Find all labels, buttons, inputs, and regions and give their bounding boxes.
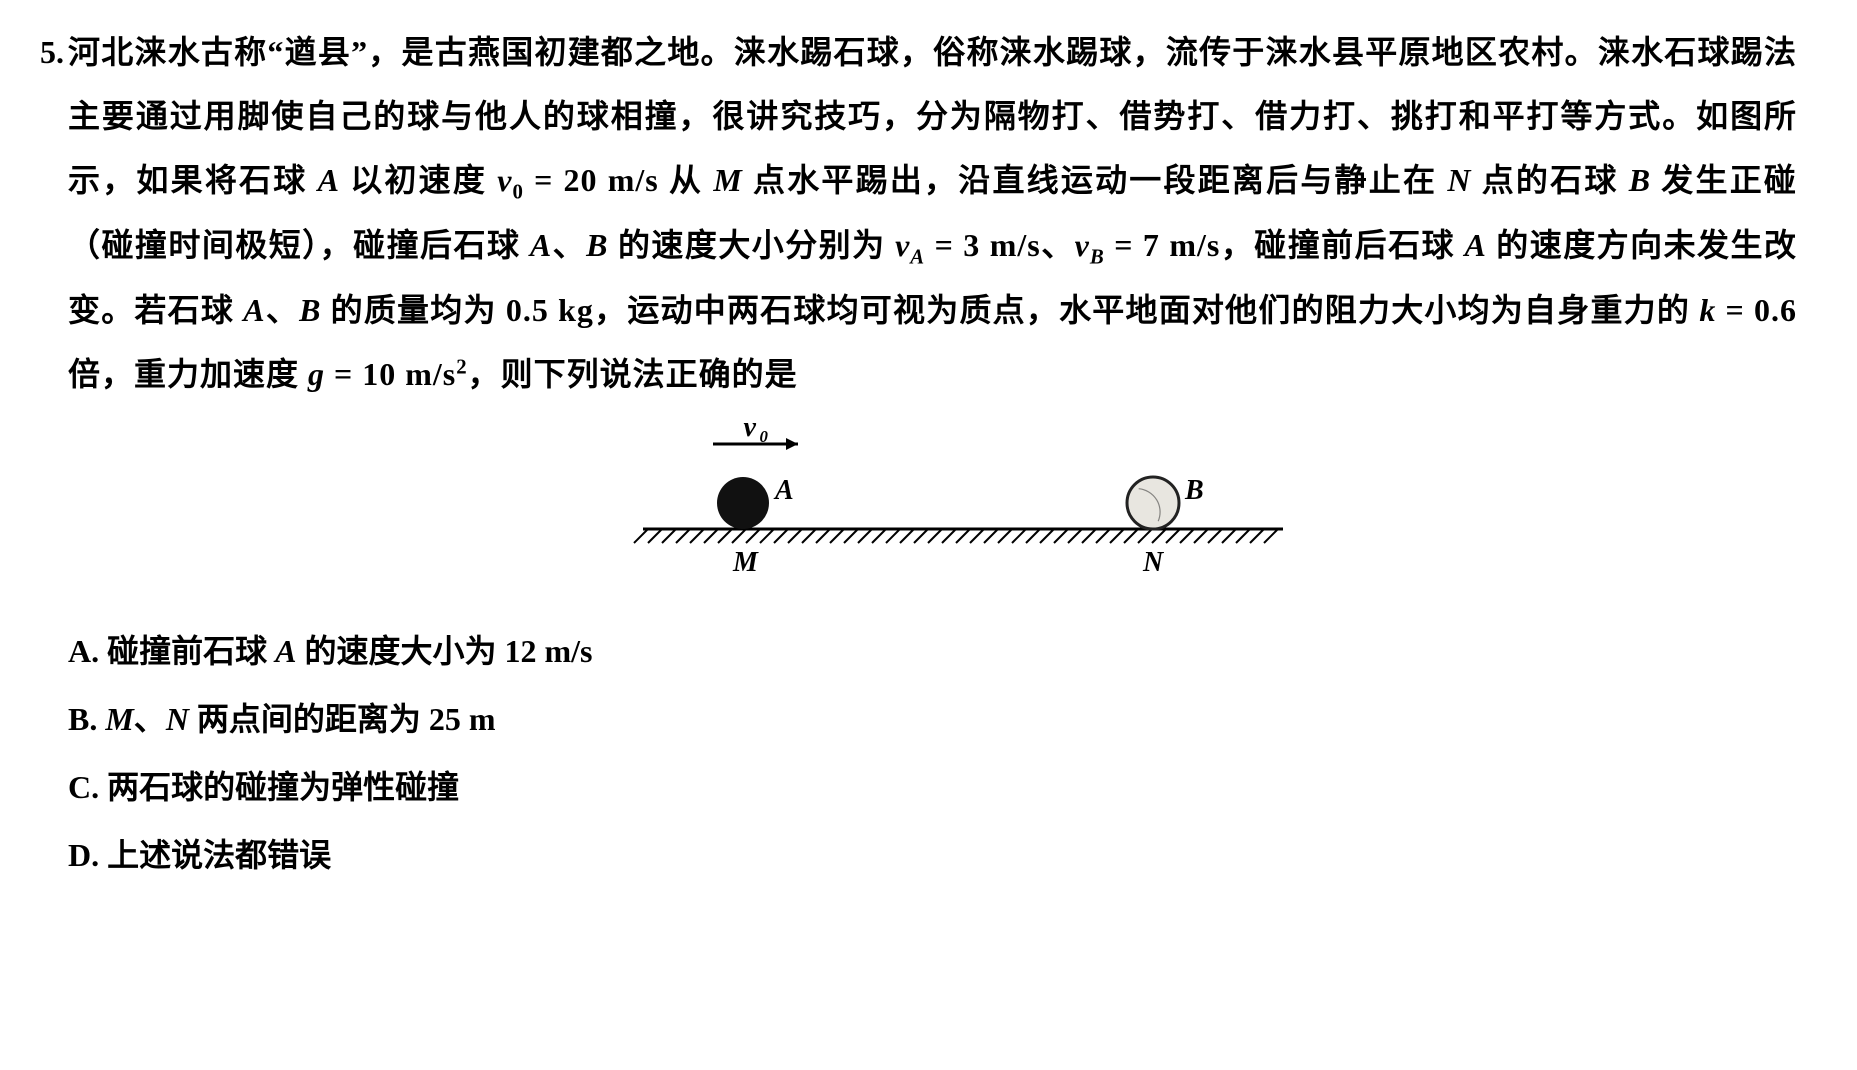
problem-5: 5. 河北涞水古称“遒县”，是古燕国初建都之地。涞水踢石球，俗称涞水踢球，流传于… [40, 20, 1797, 891]
figure: v0 A B M N [68, 414, 1797, 615]
page: 5. 河北涞水古称“遒县”，是古燕国初建都之地。涞水踢石球，俗称涞水踢球，流传于… [0, 0, 1857, 1070]
svg-text:M: M [732, 547, 759, 578]
option-d: D. 上述说法都错误 [68, 823, 1797, 887]
svg-text:B: B [1184, 475, 1204, 506]
problem-body: 河北涞水古称“遒县”，是古燕国初建都之地。涞水踢石球，俗称涞水踢球，流传于涞水县… [68, 20, 1797, 891]
svg-text:0: 0 [759, 427, 768, 446]
svg-text:N: N [1142, 547, 1165, 578]
options: A. 碰撞前石球 A 的速度大小为 12 m/s B. M、N 两点间的距离为 … [68, 619, 1797, 887]
figure-svg: v0 A B M N [523, 414, 1343, 594]
option-a: A. 碰撞前石球 A 的速度大小为 12 m/s [68, 619, 1797, 683]
svg-text:v: v [743, 414, 756, 443]
svg-text:A: A [773, 475, 794, 506]
problem-stem: 河北涞水古称“遒县”，是古燕国初建都之地。涞水踢石球，俗称涞水踢球，流传于涞水县… [68, 20, 1797, 406]
option-c: C. 两石球的碰撞为弹性碰撞 [68, 755, 1797, 819]
problem-number: 5. [40, 20, 68, 84]
option-b: B. M、N 两点间的距离为 25 m [68, 687, 1797, 751]
